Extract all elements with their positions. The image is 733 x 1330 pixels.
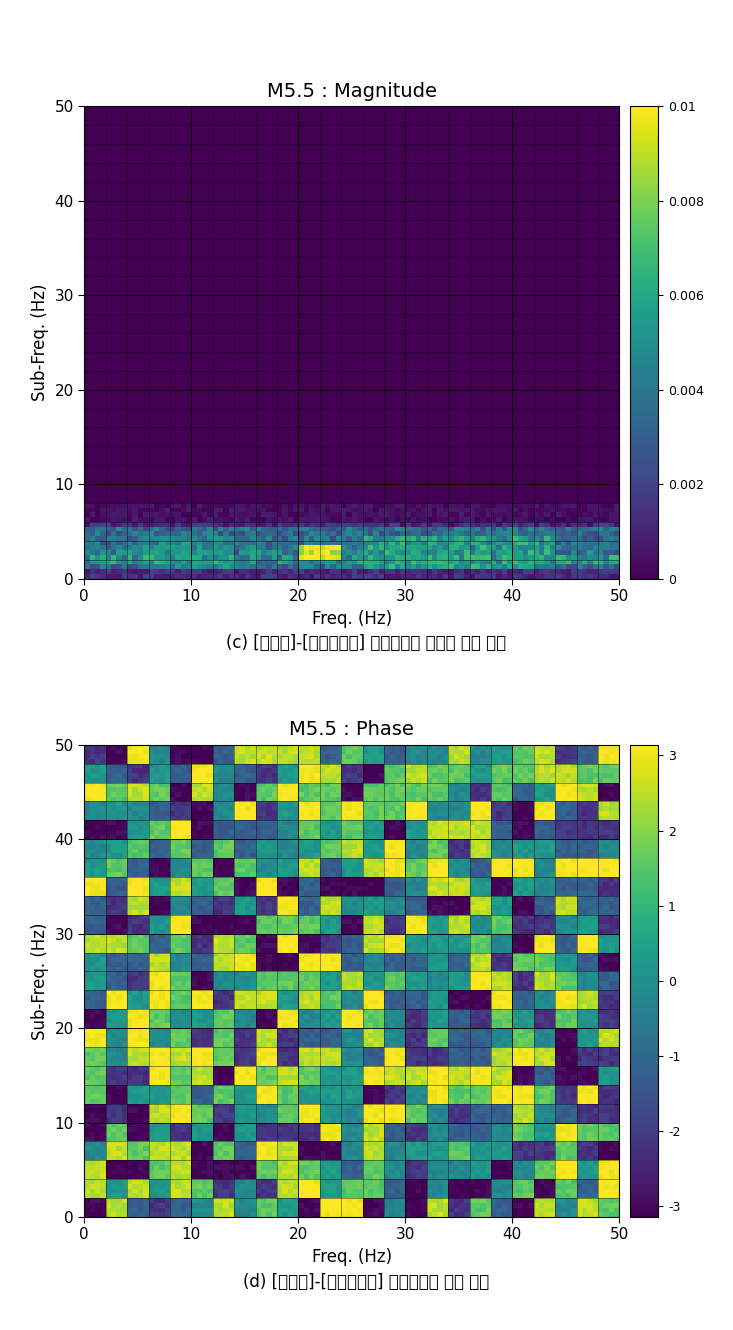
X-axis label: Freq. (Hz): Freq. (Hz): [312, 1248, 392, 1266]
X-axis label: Freq. (Hz): Freq. (Hz): [312, 609, 392, 628]
Y-axis label: Sub-Freq. (Hz): Sub-Freq. (Hz): [31, 283, 49, 402]
Text: (d) [주파수]-[서브주파수] 영역에서의 위상 지도: (d) [주파수]-[서브주파수] 영역에서의 위상 지도: [243, 1273, 490, 1291]
Text: (c) [주파수]-[서브주파수] 영역에서의 에너지 크기 지도: (c) [주파수]-[서브주파수] 영역에서의 에너지 크기 지도: [226, 634, 507, 653]
Y-axis label: Sub-Freq. (Hz): Sub-Freq. (Hz): [31, 922, 49, 1040]
Title: M5.5 : Magnitude: M5.5 : Magnitude: [267, 81, 437, 101]
Title: M5.5 : Phase: M5.5 : Phase: [290, 720, 414, 739]
